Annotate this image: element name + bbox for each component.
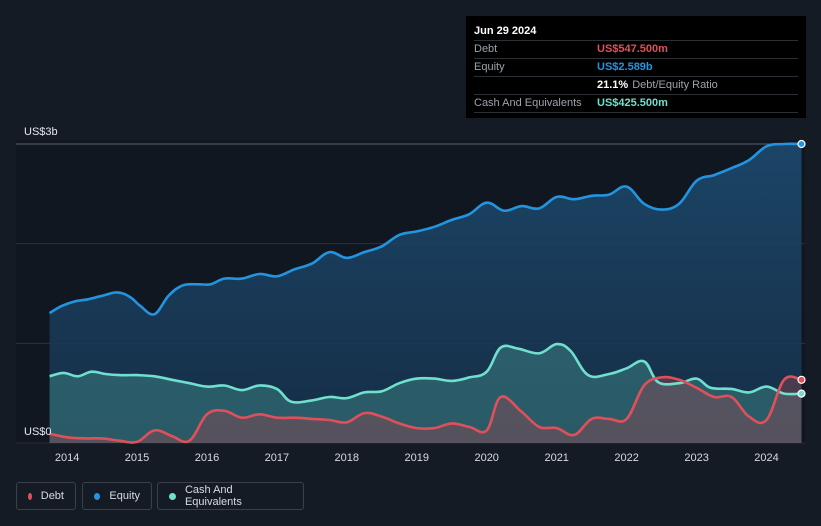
tooltip-equity-value: US$2.589b (597, 61, 653, 73)
equity-line (48, 142, 802, 316)
cash-legend-dot-icon (169, 492, 176, 500)
cash-and-equivalents-area (49, 344, 802, 443)
x-tick-label: 2022 (614, 452, 638, 464)
x-tick-label: 2018 (335, 452, 359, 464)
legend-label-equity: Equity (109, 490, 140, 502)
debt-end-dot (797, 375, 806, 384)
tooltip-cash-row: Cash And Equivalents US$425.500m (474, 94, 798, 113)
legend-label-debt: Debt (40, 490, 64, 502)
legend-item-cash[interactable]: Cash And Equivalents (157, 482, 304, 510)
y-axis-top-label: US$3b (24, 126, 58, 138)
tooltip-debt-label: Debt (474, 43, 498, 55)
x-tick-label: 2020 (474, 452, 498, 464)
cash-and-equivalents-line (49, 342, 802, 404)
cash-and-equivalents-end-dot (797, 389, 806, 398)
tooltip-ratio-label: Debt/Equity Ratio (632, 79, 718, 91)
tooltip-equity-label: Equity (474, 61, 505, 73)
x-tick-label: 2023 (684, 452, 708, 464)
tooltip-ratio-value: 21.1% (597, 79, 629, 91)
tooltip-cash-label: Cash And Equivalents (474, 97, 582, 109)
x-tick-label: 2024 (754, 452, 778, 464)
x-tick-label: 2014 (55, 452, 79, 464)
tooltip-date: Jun 29 2024 (474, 25, 537, 37)
debt-area (49, 376, 802, 443)
equity-legend-dot-icon (94, 492, 101, 500)
tooltip-equity-row: Equity US$2.589b (474, 58, 798, 76)
x-tick-label: 2017 (265, 452, 289, 464)
tooltip-debt-row: Debt US$547.500m (474, 40, 798, 58)
equity-end-dot (797, 139, 806, 149)
x-tick-label: 2016 (195, 452, 219, 464)
legend-item-debt[interactable]: Debt (16, 482, 76, 510)
legend-item-equity[interactable]: Equity (82, 482, 152, 510)
legend-label-cash: Cash And Equivalents (184, 484, 242, 508)
x-tick-label: 2019 (405, 452, 429, 464)
debt-line (49, 375, 802, 444)
y-axis-bottom-label: US$0 (24, 426, 52, 438)
debt-legend-dot-icon (28, 492, 32, 500)
tooltip-panel: Jun 29 2024 Debt US$547.500m Equity US$2… (466, 16, 806, 118)
equity-area (49, 143, 802, 444)
tooltip-debt-value: US$547.500m (597, 43, 668, 55)
x-tick-label: 2021 (544, 452, 568, 464)
x-tick-label: 2015 (125, 452, 149, 464)
tooltip-ratio-row: 21.1% Debt/Equity Ratio (474, 76, 798, 94)
tooltip-cash-value: US$425.500m (597, 97, 668, 109)
